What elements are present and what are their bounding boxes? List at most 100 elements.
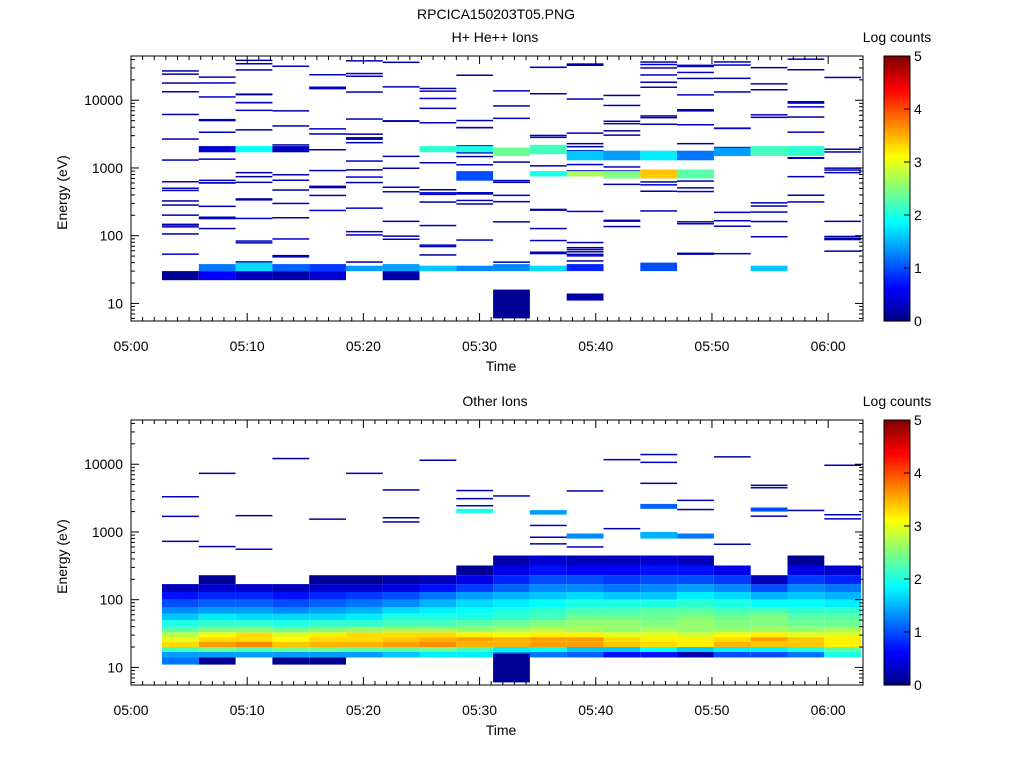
- heatmap-cell: [640, 637, 678, 642]
- heatmap-cell: [419, 97, 457, 100]
- heatmap-cell: [603, 120, 641, 122]
- heatmap-cell: [346, 181, 383, 184]
- heatmap-cell: [824, 250, 862, 252]
- heatmap-cell: [382, 637, 420, 642]
- heatmap-cell: [824, 238, 862, 241]
- x-tick-label: 05:10: [230, 338, 265, 354]
- heatmap-cell: [677, 94, 714, 96]
- colorbar-step: [884, 475, 910, 479]
- heatmap-cell: [566, 171, 604, 177]
- colorbar-step: [884, 682, 910, 686]
- heatmap-cell: [529, 239, 567, 242]
- heatmap-cell: [787, 131, 825, 133]
- colorbar-step: [884, 555, 910, 559]
- colorbar-step: [884, 473, 910, 477]
- heatmap-cell: [272, 125, 310, 127]
- heatmap-cell: [713, 641, 751, 648]
- heatmap-cell: [750, 632, 788, 638]
- heatmap-cell: [456, 199, 494, 202]
- heatmap-cell: [787, 201, 825, 203]
- heatmap-cell: [713, 211, 751, 214]
- heatmap-cell: [824, 626, 862, 633]
- panel-other-ions: 05:00 05:10 05:20 05:30 05:40 05:50 06:00 Time 1…: [54, 393, 931, 738]
- heatmap-cell: [677, 613, 714, 621]
- heatmap-cell: [713, 584, 751, 592]
- heatmap-cell: [640, 453, 678, 456]
- heatmap-cell: [750, 220, 788, 223]
- heatmap-cell: [603, 641, 641, 648]
- heatmap-cell: [787, 620, 825, 627]
- heatmap-cell: [787, 651, 825, 658]
- heatmap-cell: [713, 77, 751, 80]
- heatmap-cell: [493, 264, 530, 272]
- heatmap-cell: [824, 637, 862, 642]
- heatmap-cell: [603, 637, 641, 642]
- heatmap-cell: [419, 254, 457, 256]
- heatmap-cell: [677, 150, 714, 161]
- heatmap-cell: [566, 142, 604, 145]
- heatmap-cell: [677, 565, 714, 576]
- colorbar-tick-label: 1: [914, 260, 922, 276]
- colorbar-step: [884, 581, 910, 585]
- heatmap-cell: [346, 118, 383, 120]
- heatmap-cell: [235, 261, 273, 263]
- heatmap-cell: [162, 496, 199, 498]
- heatmap-cell: [162, 647, 199, 652]
- colorbar-step: [884, 151, 910, 155]
- heatmap-cell: [713, 592, 751, 600]
- heatmap-cell: [493, 181, 530, 184]
- y-tick-label: 10000: [84, 456, 123, 472]
- heatmap-cell: [309, 657, 346, 665]
- y-tick-label: 1000: [92, 160, 123, 176]
- heatmap-cell: [603, 183, 641, 186]
- colorbar-step: [884, 470, 910, 474]
- heatmap-cell: [677, 607, 714, 614]
- heatmap-cell: [493, 607, 530, 614]
- heatmap-cell: [198, 131, 236, 133]
- colorbar-step: [884, 449, 910, 453]
- heatmap-cell: [272, 626, 310, 633]
- heatmap-cell: [493, 565, 530, 576]
- heatmap-cell: [235, 69, 273, 71]
- colorbar-step: [884, 156, 910, 160]
- heatmap-cell: [272, 651, 310, 658]
- colorbar-frame: [883, 419, 911, 686]
- heatmap-cell: [235, 101, 273, 104]
- colorbar-step: [884, 605, 910, 609]
- colorbar-step: [884, 283, 910, 288]
- colorbar-step: [884, 547, 910, 551]
- heatmap-cell: [309, 264, 346, 272]
- heatmap-cell: [382, 613, 420, 621]
- colorbar-step: [884, 536, 910, 540]
- heatmap-cell: [529, 265, 567, 272]
- heatmap-cell: [382, 264, 420, 272]
- heatmap-cell: [198, 607, 236, 614]
- colorbar-step: [884, 196, 910, 200]
- heatmap-cell: [566, 584, 604, 592]
- heatmap-cell: [309, 87, 346, 90]
- heatmap-cell: [346, 91, 383, 93]
- colorbar-step: [884, 275, 910, 280]
- heatmap-cell: [566, 98, 604, 100]
- heatmap-cell: [162, 159, 199, 161]
- heatmap-cell: [787, 101, 825, 103]
- heatmap-cell: [603, 599, 641, 607]
- heatmap-cell: [309, 194, 346, 197]
- heatmap-cell: [750, 484, 788, 487]
- heatmap-cell: [162, 138, 199, 140]
- heatmap-cell: [235, 240, 273, 242]
- heatmap-cell: [493, 641, 530, 648]
- heatmap-cell: [346, 75, 383, 77]
- colorbar-step: [884, 671, 910, 675]
- heatmap-cell: [677, 599, 714, 607]
- heatmap-cell: [309, 647, 346, 652]
- heatmap-cell: [750, 146, 788, 156]
- colorbar-step: [884, 637, 910, 641]
- heatmap-cell: [162, 253, 199, 255]
- colorbar-step: [884, 459, 910, 463]
- x-tick-label: 05:40: [578, 338, 613, 354]
- heatmap-cell: [198, 592, 236, 600]
- heatmap-cell: [419, 592, 457, 600]
- heatmap-cell: [529, 641, 567, 648]
- heatmap-cell: [419, 244, 457, 246]
